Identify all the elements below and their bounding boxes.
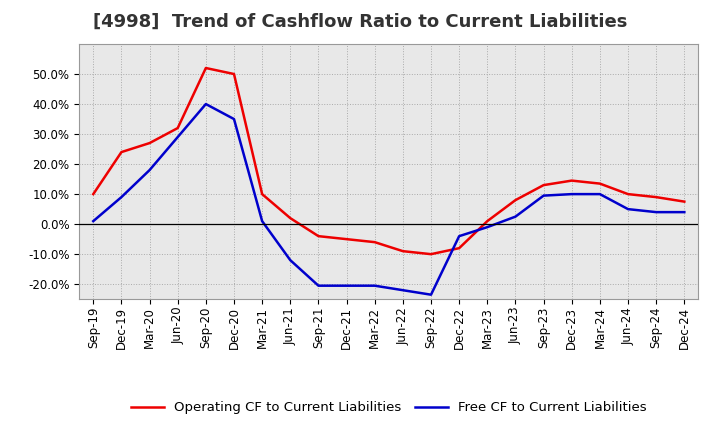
Free CF to Current Liabilities (567, 191, 576, 197)
Free CF to Current Liabilities (539, 193, 548, 198)
Operating CF to Current Liabilities (342, 237, 351, 242)
Free CF to Current Liabilities (483, 224, 492, 230)
Operating CF to Current Liabilities (258, 191, 266, 197)
Free CF to Current Liabilities (174, 135, 182, 140)
Operating CF to Current Liabilities (539, 183, 548, 188)
Text: [4998]  Trend of Cashflow Ratio to Current Liabilities: [4998] Trend of Cashflow Ratio to Curren… (93, 13, 627, 31)
Operating CF to Current Liabilities (483, 219, 492, 224)
Operating CF to Current Liabilities (230, 71, 238, 77)
Operating CF to Current Liabilities (174, 125, 182, 131)
Free CF to Current Liabilities (680, 209, 688, 215)
Free CF to Current Liabilities (511, 214, 520, 219)
Operating CF to Current Liabilities (455, 246, 464, 251)
Free CF to Current Liabilities (624, 206, 632, 212)
Operating CF to Current Liabilities (145, 140, 154, 146)
Free CF to Current Liabilities (286, 257, 294, 263)
Free CF to Current Liabilities (427, 292, 436, 297)
Line: Free CF to Current Liabilities: Free CF to Current Liabilities (94, 104, 684, 295)
Legend: Operating CF to Current Liabilities, Free CF to Current Liabilities: Operating CF to Current Liabilities, Fre… (125, 396, 652, 420)
Free CF to Current Liabilities (595, 191, 604, 197)
Operating CF to Current Liabilities (89, 191, 98, 197)
Free CF to Current Liabilities (89, 219, 98, 224)
Free CF to Current Liabilities (117, 194, 126, 200)
Operating CF to Current Liabilities (399, 249, 408, 254)
Operating CF to Current Liabilities (511, 198, 520, 203)
Free CF to Current Liabilities (652, 209, 660, 215)
Operating CF to Current Liabilities (314, 234, 323, 239)
Free CF to Current Liabilities (370, 283, 379, 288)
Free CF to Current Liabilities (230, 117, 238, 122)
Operating CF to Current Liabilities (286, 216, 294, 221)
Line: Operating CF to Current Liabilities: Operating CF to Current Liabilities (94, 68, 684, 254)
Operating CF to Current Liabilities (567, 178, 576, 183)
Operating CF to Current Liabilities (202, 66, 210, 71)
Operating CF to Current Liabilities (680, 199, 688, 204)
Free CF to Current Liabilities (455, 234, 464, 239)
Operating CF to Current Liabilities (370, 239, 379, 245)
Free CF to Current Liabilities (314, 283, 323, 288)
Free CF to Current Liabilities (258, 219, 266, 224)
Free CF to Current Liabilities (202, 101, 210, 106)
Free CF to Current Liabilities (342, 283, 351, 288)
Operating CF to Current Liabilities (624, 191, 632, 197)
Operating CF to Current Liabilities (427, 252, 436, 257)
Free CF to Current Liabilities (399, 288, 408, 293)
Operating CF to Current Liabilities (595, 181, 604, 186)
Operating CF to Current Liabilities (652, 194, 660, 200)
Free CF to Current Liabilities (145, 168, 154, 173)
Operating CF to Current Liabilities (117, 150, 126, 155)
